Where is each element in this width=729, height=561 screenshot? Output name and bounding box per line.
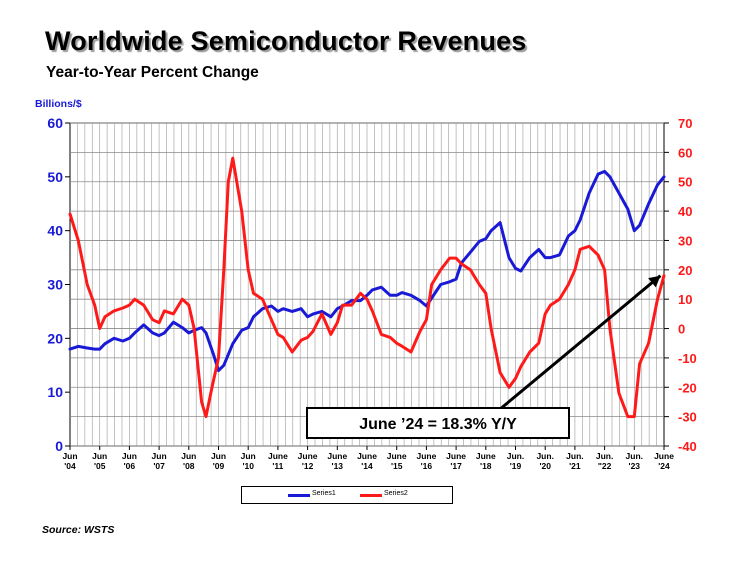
x-axis-tick-label: Jun '05 bbox=[92, 451, 107, 471]
series-line-series2 bbox=[68, 156, 666, 419]
right-axis-tick-label: 50 bbox=[678, 175, 692, 190]
legend-series2-swatch bbox=[360, 494, 382, 497]
right-axis-tick-label: 20 bbox=[678, 263, 692, 278]
right-axis-tick-label: -10 bbox=[678, 351, 697, 366]
right-axis-tick-label: 0 bbox=[678, 322, 685, 337]
x-axis-tick-label: Jun '04 bbox=[62, 451, 77, 471]
left-axis-tick-label: 30 bbox=[47, 277, 63, 293]
x-axis-tick-label: June '13 bbox=[327, 451, 347, 471]
left-axis-tick-label: 20 bbox=[47, 330, 63, 346]
right-axis-tick-label: -40 bbox=[678, 439, 697, 454]
axis-layer: 0 10 20 30 40 50 60 -40 -30 -20 -10 0 10 20 30 40 50 60 70… bbox=[47, 115, 696, 471]
series-layer bbox=[68, 156, 666, 419]
x-axis-tick-label: June '18 bbox=[476, 451, 496, 471]
annotation-box bbox=[306, 407, 570, 439]
left-axis-tick-label: 0 bbox=[55, 438, 63, 454]
legend-series2-label: Series2 bbox=[384, 490, 408, 497]
x-axis-tick-label: Jun. '21 bbox=[566, 451, 583, 471]
right-axis-tick-label: -20 bbox=[678, 380, 697, 395]
grid-layer bbox=[69, 122, 665, 447]
x-axis-tick-label: June '17 bbox=[446, 451, 466, 471]
right-axis-tick-label: 30 bbox=[678, 233, 692, 248]
x-axis-tick-label: Jun '08 bbox=[181, 451, 196, 471]
left-axis-tick-label: 60 bbox=[47, 115, 63, 131]
x-axis-tick-label: Jun. '19 bbox=[507, 451, 524, 471]
x-axis-tick-label: Jun. '23 bbox=[626, 451, 643, 471]
source-note: Source: WSTS bbox=[42, 524, 115, 536]
x-axis-tick-label: Jun '07 bbox=[152, 451, 167, 471]
chart-title: Worldwide Semiconductor Revenues bbox=[45, 26, 527, 56]
x-axis-tick-label: June '12 bbox=[298, 451, 318, 471]
chart-legend: Series1 Series2 bbox=[241, 486, 453, 504]
right-axis-tick-label: -30 bbox=[678, 410, 697, 425]
x-axis-tick-label: June '15 bbox=[387, 451, 407, 471]
x-axis-tick-label: June '11 bbox=[268, 451, 288, 471]
x-axis-tick-label: Jun. "22 bbox=[596, 451, 613, 471]
annotation-layer: June ’24 = 18.3% Y/Y bbox=[306, 274, 662, 439]
chart-subtitle: Year-to-Year Percent Change bbox=[46, 64, 259, 81]
left-axis-tick-label: 10 bbox=[47, 384, 63, 400]
annotation-arrow-head bbox=[648, 275, 661, 288]
x-axis-tick-label: Jun '06 bbox=[122, 451, 137, 471]
x-axis-tick-label: Jun '10 bbox=[241, 451, 256, 471]
legend-series1-swatch bbox=[288, 494, 310, 497]
right-axis-tick-label: 10 bbox=[678, 292, 692, 307]
left-axis-unit-label: Billions/$ bbox=[35, 98, 82, 110]
x-axis-tick-label: June '14 bbox=[357, 451, 377, 471]
x-axis-tick-label: June '24 bbox=[654, 451, 674, 471]
x-axis-tick-label: Jun '09 bbox=[211, 451, 226, 471]
right-axis-tick-label: 60 bbox=[678, 145, 692, 160]
legend-series1-label: Series1 bbox=[312, 490, 336, 497]
x-axis-tick-label: June '16 bbox=[416, 451, 436, 471]
left-axis-tick-label: 40 bbox=[47, 223, 63, 239]
x-axis-tick-label: Jun. '20 bbox=[536, 451, 553, 471]
annotation-text: June ’24 = 18.3% Y/Y bbox=[359, 416, 517, 433]
right-axis-tick-label: 40 bbox=[678, 204, 692, 219]
left-axis-tick-label: 50 bbox=[47, 169, 63, 185]
right-axis-tick-label: 70 bbox=[678, 116, 692, 131]
annotation-arrow-line bbox=[472, 274, 662, 433]
